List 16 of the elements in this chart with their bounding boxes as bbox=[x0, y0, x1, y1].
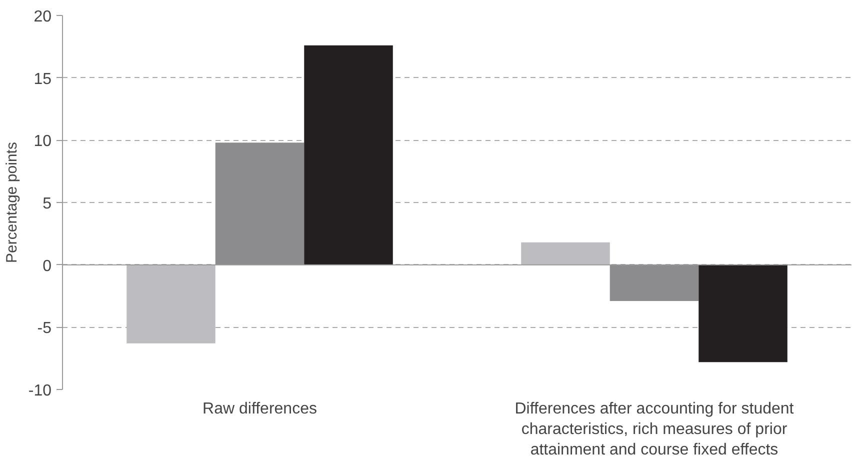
y-tick-label: -5 bbox=[37, 320, 52, 338]
y-tick-label: 20 bbox=[34, 8, 52, 26]
bar bbox=[126, 264, 216, 344]
y-axis-title: Percentage points bbox=[3, 142, 20, 263]
y-tick-label: 0 bbox=[42, 258, 52, 275]
y-tick-label: -10 bbox=[28, 382, 52, 400]
bar bbox=[698, 264, 788, 362]
x-tick-label: Raw differences bbox=[202, 400, 317, 418]
bar bbox=[521, 242, 610, 265]
y-tick-label: 15 bbox=[34, 70, 52, 88]
y-tick-label: 10 bbox=[34, 133, 52, 150]
bar bbox=[304, 45, 393, 265]
x-tick-label: Differences after accounting for student characteristics, rich measures of prior attainment and course fixed effects bbox=[514, 400, 794, 458]
bar bbox=[610, 264, 699, 301]
y-tick-label: 5 bbox=[42, 196, 52, 212]
bar bbox=[215, 142, 304, 265]
